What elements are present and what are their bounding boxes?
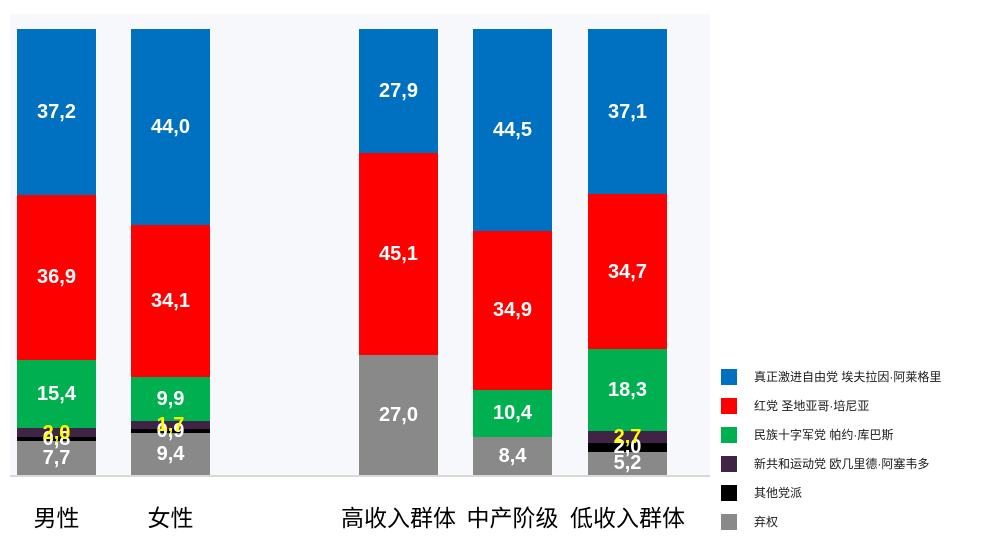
legend-label: 新共和运动党 欧几里德·阿塞韦多 [754, 457, 930, 471]
value-label-series5-cat1: 0,8 [42, 427, 71, 450]
segment-series5-cat5 [588, 442, 667, 452]
segment-series1-cat2 [131, 29, 210, 226]
legend-label: 真正激进自由党 埃夫拉因·阿莱格里 [754, 370, 942, 384]
segment-series3-cat4 [473, 389, 552, 437]
bar-3: 27,0 45,1 27,9 [359, 29, 438, 475]
segment-series6-cat4 [473, 436, 552, 475]
legend-item-6: 弃权 [721, 507, 778, 536]
value-label-series3-cat5: 18,3 [608, 379, 647, 402]
legend-swatch-icon [721, 368, 737, 385]
legend-item-3: 民族十字军党 帕约·库巴斯 [721, 420, 893, 449]
category-label-4: 中产阶级 [466, 505, 559, 531]
segment-series4-cat5 [588, 430, 667, 443]
value-label-series3-cat4: 10,4 [493, 402, 532, 425]
segment-series2-cat1 [17, 194, 96, 360]
segment-series4-cat1 [17, 428, 96, 438]
segment-series2-cat5 [588, 194, 667, 350]
value-label-series2-cat1: 36,9 [37, 266, 76, 289]
category-label-1: 男性 [33, 505, 80, 531]
segment-series6-cat3 [359, 354, 438, 475]
value-label-series1-cat5: 37,1 [608, 100, 647, 123]
value-label-series1-cat4: 44,5 [493, 119, 532, 142]
value-label-series4-cat1: 2,0 [42, 421, 71, 444]
legend-swatch-icon [721, 513, 737, 530]
value-label-series5-cat5: 2,0 [613, 436, 642, 459]
legend-label: 民族十字军党 帕约·库巴斯 [754, 428, 894, 442]
segment-series6-cat1 [17, 440, 96, 475]
segment-series1-cat5 [588, 29, 667, 195]
legend-item-4: 新共和运动党 欧几里德·阿塞韦多 [721, 449, 929, 478]
value-label-series6-cat3: 27,0 [379, 403, 418, 426]
segment-series1-cat3 [359, 29, 438, 154]
value-label-series4-cat5: 2,7 [613, 425, 642, 448]
segment-series3-cat1 [17, 359, 96, 429]
value-label-series6-cat5: 5,2 [613, 452, 642, 475]
value-label-series1-cat3: 27,9 [379, 80, 418, 103]
segment-series5-cat2 [131, 429, 210, 434]
segment-series2-cat2 [131, 225, 210, 378]
value-label-series3-cat2: 9,9 [156, 388, 185, 411]
legend-swatch-icon [721, 484, 737, 501]
legend-item-5: 其他党派 [721, 478, 802, 507]
legend-label: 弃权 [754, 515, 779, 529]
value-label-series6-cat2: 9,4 [156, 443, 185, 466]
legend-item-1: 真正激进自由党 埃夫拉因·阿莱格里 [721, 362, 941, 391]
value-label-series2-cat2: 34,1 [151, 290, 190, 313]
plot-area: 7,7 0,8 2,0 15,4 36,9 37,2 9,4 0,9 1,7 9,9 34,1 44,… [10, 14, 710, 477]
segment-series1-cat4 [473, 29, 552, 232]
segment-series5-cat1 [17, 437, 96, 441]
legend-swatch-icon [721, 397, 737, 414]
value-label-series2-cat3: 45,1 [379, 243, 418, 266]
category-label-5: 低收入群体 [570, 505, 685, 531]
bar-1: 7,7 0,8 2,0 15,4 36,9 37,2 [17, 29, 96, 475]
legend-label: 红党 圣地亚哥·培尼亚 [754, 399, 870, 413]
value-label-series2-cat5: 34,7 [608, 260, 647, 283]
segment-series2-cat4 [473, 231, 552, 390]
legend-item-2: 红党 圣地亚哥·培尼亚 [721, 391, 869, 420]
value-label-series5-cat2: 0,9 [156, 420, 185, 443]
category-label-3: 高收入群体 [341, 505, 456, 531]
legend-swatch-icon [721, 455, 737, 472]
segment-series4-cat2 [131, 421, 210, 430]
bar-2: 9,4 0,9 1,7 9,9 34,1 44,0 [131, 29, 210, 475]
segment-series3-cat2 [131, 377, 210, 422]
segment-series6-cat2 [131, 433, 210, 475]
segment-series2-cat3 [359, 153, 438, 355]
value-label-series2-cat4: 34,9 [493, 299, 532, 322]
value-label-series3-cat1: 15,4 [37, 382, 76, 405]
value-label-series4-cat2: 1,7 [156, 414, 185, 437]
legend-label: 其他党派 [754, 486, 803, 500]
bar-4: 8,4 10,4 34,9 44,5 [473, 29, 552, 475]
value-label-series1-cat2: 44,0 [151, 116, 190, 139]
legend-swatch-icon [721, 426, 737, 443]
segment-series1-cat1 [17, 29, 96, 195]
value-label-series6-cat4: 8,4 [498, 444, 527, 467]
segment-series6-cat5 [588, 451, 667, 475]
value-label-series6-cat1: 7,7 [42, 446, 71, 469]
category-label-2: 女性 [147, 505, 194, 531]
value-label-series1-cat1: 37,2 [37, 100, 76, 123]
bar-5: 5,2 2,0 2,7 18,3 34,7 37,1 [588, 29, 667, 475]
segment-series3-cat5 [588, 349, 667, 431]
